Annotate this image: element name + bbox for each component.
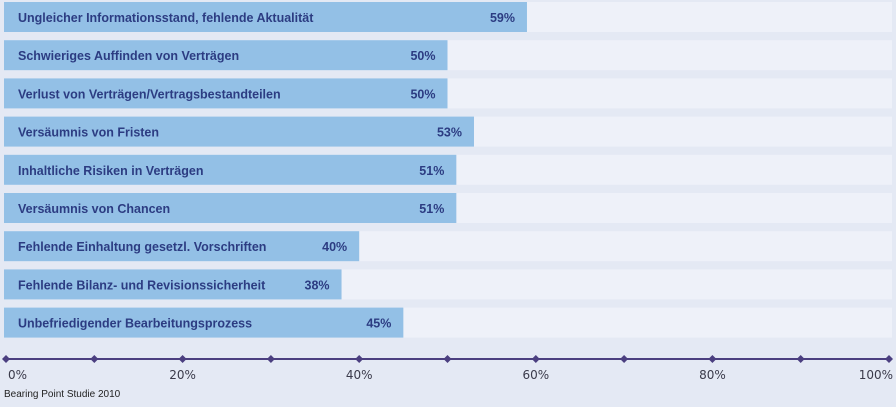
source-note: Bearing Point Studie 2010 bbox=[4, 389, 121, 400]
bar bbox=[4, 154, 457, 185]
axis-tick-marker bbox=[355, 355, 364, 363]
bar bbox=[4, 193, 457, 223]
category-label: Fehlende Einhaltung gesetzl. Vorschrifte… bbox=[18, 240, 266, 254]
category-label: Schwieriges Auffinden von Verträgen bbox=[18, 49, 239, 63]
value-label: 38% bbox=[305, 278, 330, 292]
value-label: 59% bbox=[490, 11, 515, 25]
axis-tick-marker bbox=[90, 355, 99, 363]
value-label: 53% bbox=[437, 126, 462, 140]
x-tick-label: 100% bbox=[859, 368, 893, 382]
value-label: 51% bbox=[419, 202, 444, 216]
bar bbox=[4, 231, 360, 262]
category-label: Verlust von Verträgen/Vertragsbestandtei… bbox=[18, 87, 281, 101]
bar bbox=[4, 2, 527, 32]
bar bbox=[4, 269, 342, 300]
axis-tick-marker bbox=[531, 355, 540, 363]
axis-tick-marker bbox=[443, 355, 452, 363]
category-label: Inhaltliche Risiken in Verträgen bbox=[18, 164, 203, 178]
category-label: Fehlende Bilanz- und Revisionssicherheit bbox=[18, 278, 266, 292]
category-label: Unbefriedigender Bearbeitungsprozess bbox=[18, 317, 252, 331]
bar bbox=[4, 40, 448, 71]
x-tick-label: 0% bbox=[8, 368, 27, 382]
category-label: Versäumnis von Fristen bbox=[18, 126, 159, 140]
axis-tick-marker bbox=[708, 355, 717, 363]
bar bbox=[4, 116, 474, 147]
axis-tick-marker bbox=[2, 355, 10, 363]
axis-tick-marker bbox=[178, 355, 187, 363]
category-label: Ungleicher Informationsstand, fehlende A… bbox=[18, 11, 314, 25]
x-tick-label: 60% bbox=[522, 368, 549, 382]
axis-tick-marker bbox=[796, 355, 805, 363]
axis-tick-marker bbox=[620, 355, 629, 363]
value-label: 40% bbox=[322, 240, 347, 254]
axis-tick-marker bbox=[885, 355, 893, 363]
value-label: 51% bbox=[419, 164, 444, 178]
x-tick-label: 20% bbox=[169, 368, 196, 382]
category-label: Versäumnis von Chancen bbox=[18, 202, 170, 216]
x-tick-label: 40% bbox=[346, 368, 373, 382]
value-label: 50% bbox=[410, 87, 435, 101]
value-label: 45% bbox=[366, 317, 391, 331]
bar bbox=[4, 78, 448, 109]
axis-tick-marker bbox=[266, 355, 275, 363]
value-label: 50% bbox=[410, 49, 435, 63]
x-tick-label: 80% bbox=[699, 368, 726, 382]
bar bbox=[4, 307, 404, 338]
